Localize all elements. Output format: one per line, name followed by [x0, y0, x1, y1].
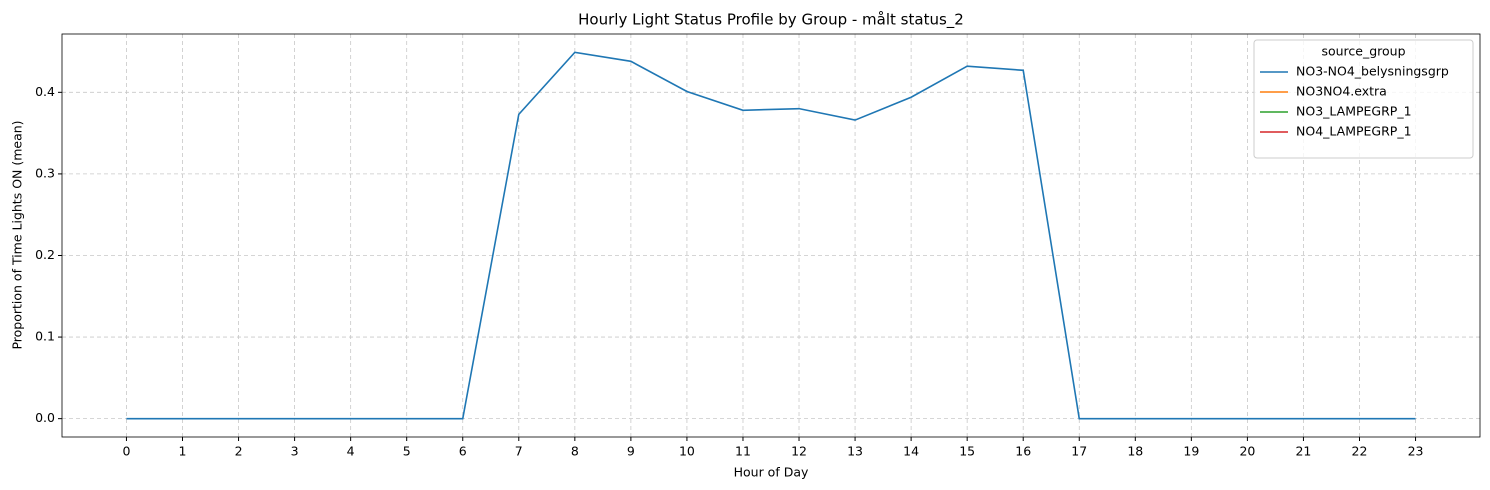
x-tick-label: 22 [1352, 444, 1368, 459]
y-tick-label: 0.1 [35, 329, 55, 344]
x-tick-label: 1 [179, 444, 187, 459]
x-tick-label: 9 [627, 444, 635, 459]
x-tick-label: 10 [679, 444, 695, 459]
x-tick-label: 20 [1239, 444, 1255, 459]
chart-title: Hourly Light Status Profile by Group - m… [578, 11, 964, 30]
legend-label: NO4_LAMPEGRP_1 [1296, 124, 1412, 139]
x-tick-label: 14 [903, 444, 919, 459]
x-tick-label: 3 [291, 444, 299, 459]
plot-frame [61, 33, 1481, 438]
x-tick-label: 8 [571, 444, 579, 459]
legend-label: NO3-NO4_belysningsgrp [1296, 64, 1449, 79]
x-tick-label: 11 [735, 444, 751, 459]
x-tick-label: 19 [1183, 444, 1199, 459]
x-tick-label: 7 [515, 444, 523, 459]
x-tick-label: 15 [959, 444, 975, 459]
x-tick-label: 16 [1015, 444, 1031, 459]
x-tick-label: 21 [1295, 444, 1311, 459]
y-tick-label: 0.4 [35, 84, 55, 99]
legend-label: NO3NO4.extra [1296, 84, 1387, 99]
x-tick-label: 5 [403, 444, 411, 459]
y-tick-label: 0.3 [35, 165, 55, 180]
x-tick-label: 4 [347, 444, 355, 459]
legend-label: NO3_LAMPEGRP_1 [1296, 104, 1412, 119]
x-tick-label: 12 [791, 444, 807, 459]
x-axis-label: Hour of Day [734, 465, 809, 480]
x-tick-label: 0 [122, 444, 130, 459]
x-tick-label: 17 [1071, 444, 1087, 459]
x-tick-label: 18 [1127, 444, 1143, 459]
x-tick-label: 2 [235, 444, 243, 459]
y-tick-label: 0.2 [35, 247, 55, 262]
x-tick-label: 6 [459, 444, 467, 459]
x-tick-label: 23 [1408, 444, 1424, 459]
legend-title: source_group [1321, 44, 1405, 59]
legend-box [1253, 39, 1474, 159]
y-axis-label: Proportion of Time Lights ON (mean) [10, 120, 25, 349]
line [126, 51, 1416, 420]
x-tick-label: 13 [847, 444, 863, 459]
y-tick-label: 0.0 [35, 410, 55, 425]
